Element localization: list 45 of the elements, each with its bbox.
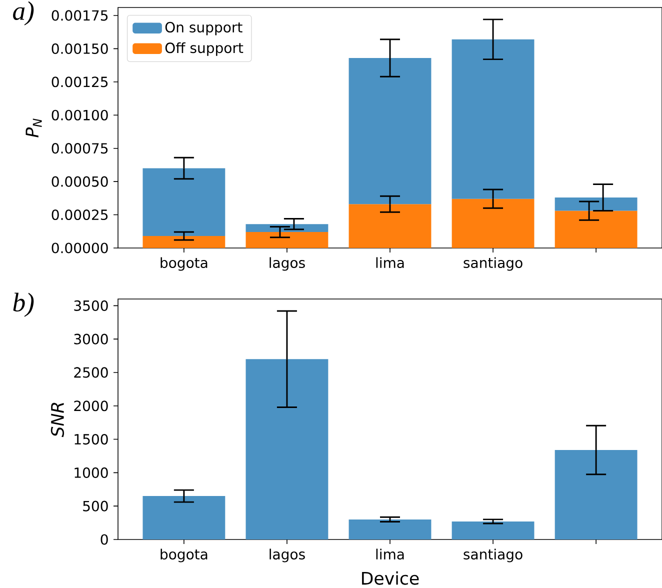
- x-tick-label: lima: [376, 548, 404, 560]
- chart-title: b): [13, 292, 34, 317]
- y-tick-label: 0.00000: [52, 242, 108, 254]
- bar: [348, 58, 432, 204]
- legend-label: Off support: [165, 42, 244, 56]
- y-tick-label: 0.00075: [52, 143, 108, 154]
- y-tick-label: 0.00175: [52, 10, 108, 21]
- y-axis-title: SNR: [50, 402, 64, 438]
- bar: [142, 496, 226, 540]
- y-tick-label: 1000: [74, 467, 108, 478]
- x-tick-label: lagos: [270, 257, 305, 271]
- bar: [348, 519, 432, 540]
- y-tick-label: 1500: [74, 434, 108, 445]
- y-axis-title: P$_{N}$: [26, 118, 42, 138]
- y-tick-label: 2000: [74, 400, 108, 412]
- bar: [554, 198, 638, 211]
- y-tick-label: 0: [100, 534, 108, 545]
- x-tick-label: santiago: [464, 257, 522, 271]
- x-tick-label: lagos: [270, 548, 305, 562]
- y-tick-label: 0.00100: [52, 110, 108, 120]
- bar: [452, 198, 534, 248]
- y-tick-label: 0.00050: [52, 176, 108, 187]
- bar: [142, 168, 226, 236]
- x-tick-label: santiago: [464, 548, 522, 562]
- y-tick-label: 0.00025: [52, 209, 108, 220]
- y-tick-label: 500: [83, 500, 108, 512]
- y-tick-label: 3000: [74, 334, 108, 344]
- bar: [348, 204, 432, 248]
- x-tick-label: bogota: [160, 548, 208, 562]
- y-tick-label: 0.00150: [52, 43, 108, 54]
- bar: [452, 39, 534, 199]
- bar: [246, 359, 328, 540]
- y-tick-label: 3500: [74, 300, 108, 311]
- chart-title: a): [13, 1, 34, 26]
- x-tick-label: lima: [376, 257, 404, 268]
- bar: [142, 236, 226, 248]
- bar: [246, 232, 328, 248]
- y-tick-label: 2500: [74, 367, 108, 378]
- x-axis-title: Device: [362, 571, 419, 585]
- x-tick-label: bogota: [160, 257, 208, 271]
- bar: [554, 450, 638, 540]
- bar: [554, 210, 638, 248]
- y-tick-label: 0.00125: [52, 76, 108, 88]
- legend-label: On support: [165, 22, 242, 36]
- bar: [452, 521, 534, 540]
